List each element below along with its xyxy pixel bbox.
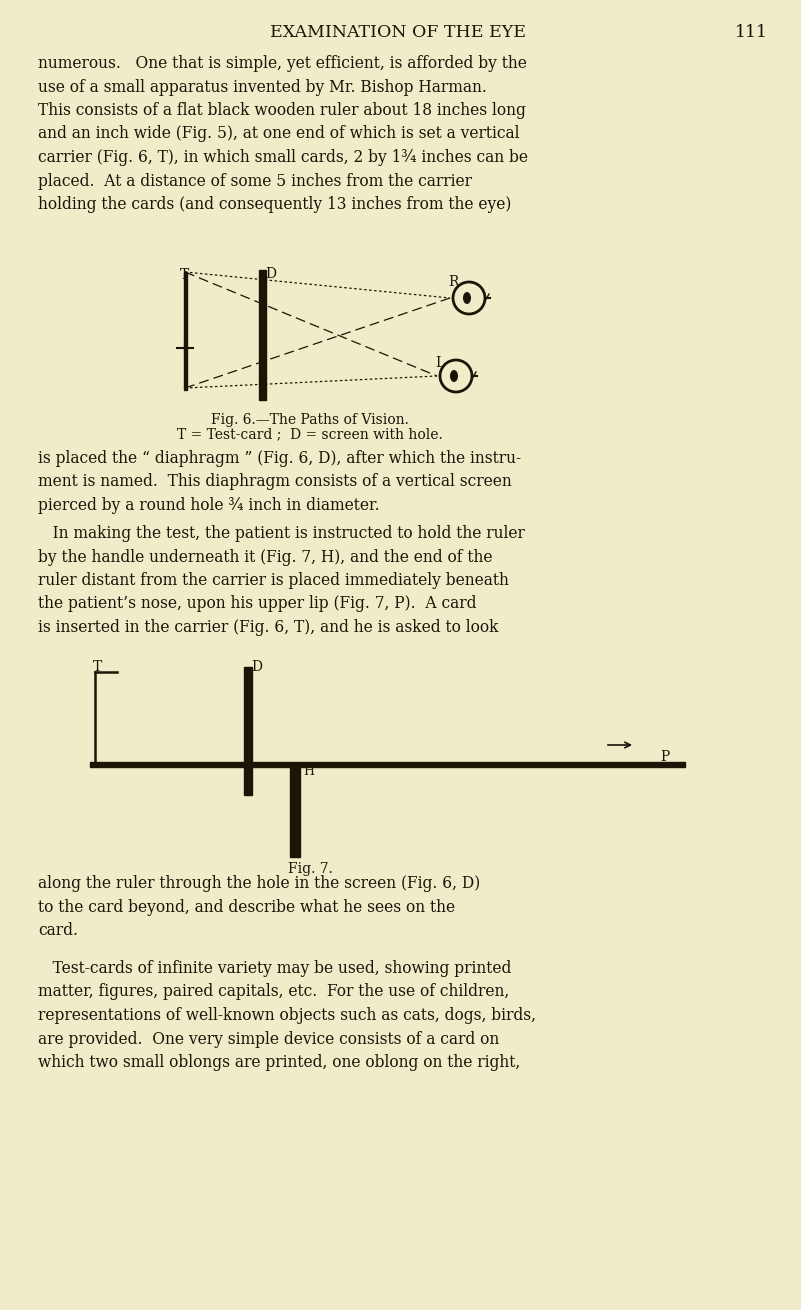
Text: P: P xyxy=(660,751,670,764)
Text: Fig. 6.—The Paths of Vision.: Fig. 6.—The Paths of Vision. xyxy=(211,413,409,427)
Text: Test-cards of infinite variety may be used, showing printed: Test-cards of infinite variety may be us… xyxy=(38,960,511,977)
Text: and an inch wide (Fig. 5), at one end of which is set a vertical: and an inch wide (Fig. 5), at one end of… xyxy=(38,126,520,143)
Text: along the ruler through the hole in the screen (Fig. 6, D): along the ruler through the hole in the … xyxy=(38,875,481,892)
Text: matter, figures, paired capitals, etc.  For the use of children,: matter, figures, paired capitals, etc. F… xyxy=(38,984,509,1001)
Text: EXAMINATION OF THE EYE: EXAMINATION OF THE EYE xyxy=(270,24,526,41)
Text: are provided.  One very simple device consists of a card on: are provided. One very simple device con… xyxy=(38,1031,499,1048)
Text: T: T xyxy=(93,660,103,675)
Text: numerous.   One that is simple, yet efficient, is afforded by the: numerous. One that is simple, yet effici… xyxy=(38,55,527,72)
Bar xyxy=(90,762,685,766)
Text: In making the test, the patient is instructed to hold the ruler: In making the test, the patient is instr… xyxy=(38,525,525,542)
Text: by the handle underneath it (Fig. 7, H), and the end of the: by the handle underneath it (Fig. 7, H),… xyxy=(38,549,493,566)
Text: carrier (Fig. 6, T), in which small cards, 2 by 1¾ inches can be: carrier (Fig. 6, T), in which small card… xyxy=(38,149,528,166)
Ellipse shape xyxy=(463,292,471,304)
Text: use of a small apparatus invented by Mr. Bishop Harman.: use of a small apparatus invented by Mr.… xyxy=(38,79,487,96)
Bar xyxy=(259,270,265,400)
Text: card.: card. xyxy=(38,922,78,939)
Text: H: H xyxy=(303,765,314,778)
Text: Fig. 7.: Fig. 7. xyxy=(288,862,332,876)
Text: L: L xyxy=(435,356,445,369)
Text: ruler distant from the carrier is placed immediately beneath: ruler distant from the carrier is placed… xyxy=(38,572,509,590)
Text: T = Test-card ;  D = screen with hole.: T = Test-card ; D = screen with hole. xyxy=(177,427,443,441)
Text: This consists of a flat black wooden ruler about 18 inches long: This consists of a flat black wooden rul… xyxy=(38,102,526,119)
Text: is placed the “ diaphragm ” (Fig. 6, D), after which the instru-: is placed the “ diaphragm ” (Fig. 6, D),… xyxy=(38,451,521,466)
Text: to the card beyond, and describe what he sees on the: to the card beyond, and describe what he… xyxy=(38,899,455,916)
Text: D: D xyxy=(265,267,276,282)
Text: R: R xyxy=(448,275,458,290)
Text: is inserted in the carrier (Fig. 6, T), and he is asked to look: is inserted in the carrier (Fig. 6, T), … xyxy=(38,620,498,635)
Text: which two small oblongs are printed, one oblong on the right,: which two small oblongs are printed, one… xyxy=(38,1055,521,1072)
Text: ment is named.  This diaphragm consists of a vertical screen: ment is named. This diaphragm consists o… xyxy=(38,473,512,490)
Text: representations of well-known objects such as cats, dogs, birds,: representations of well-known objects su… xyxy=(38,1007,536,1024)
Text: D: D xyxy=(251,660,262,675)
Bar xyxy=(244,766,252,795)
Text: 111: 111 xyxy=(735,24,768,41)
Bar xyxy=(290,766,300,857)
Text: the patient’s nose, upon his upper lip (Fig. 7, P).  A card: the patient’s nose, upon his upper lip (… xyxy=(38,596,477,613)
Bar xyxy=(244,667,252,762)
Text: holding the cards (and consequently 13 inches from the eye): holding the cards (and consequently 13 i… xyxy=(38,196,511,214)
Ellipse shape xyxy=(450,369,458,383)
Text: placed.  At a distance of some 5 inches from the carrier: placed. At a distance of some 5 inches f… xyxy=(38,173,472,190)
Text: pierced by a round hole ¾ inch in diameter.: pierced by a round hole ¾ inch in diamet… xyxy=(38,496,380,514)
Text: T: T xyxy=(180,269,189,282)
Bar xyxy=(183,272,187,390)
